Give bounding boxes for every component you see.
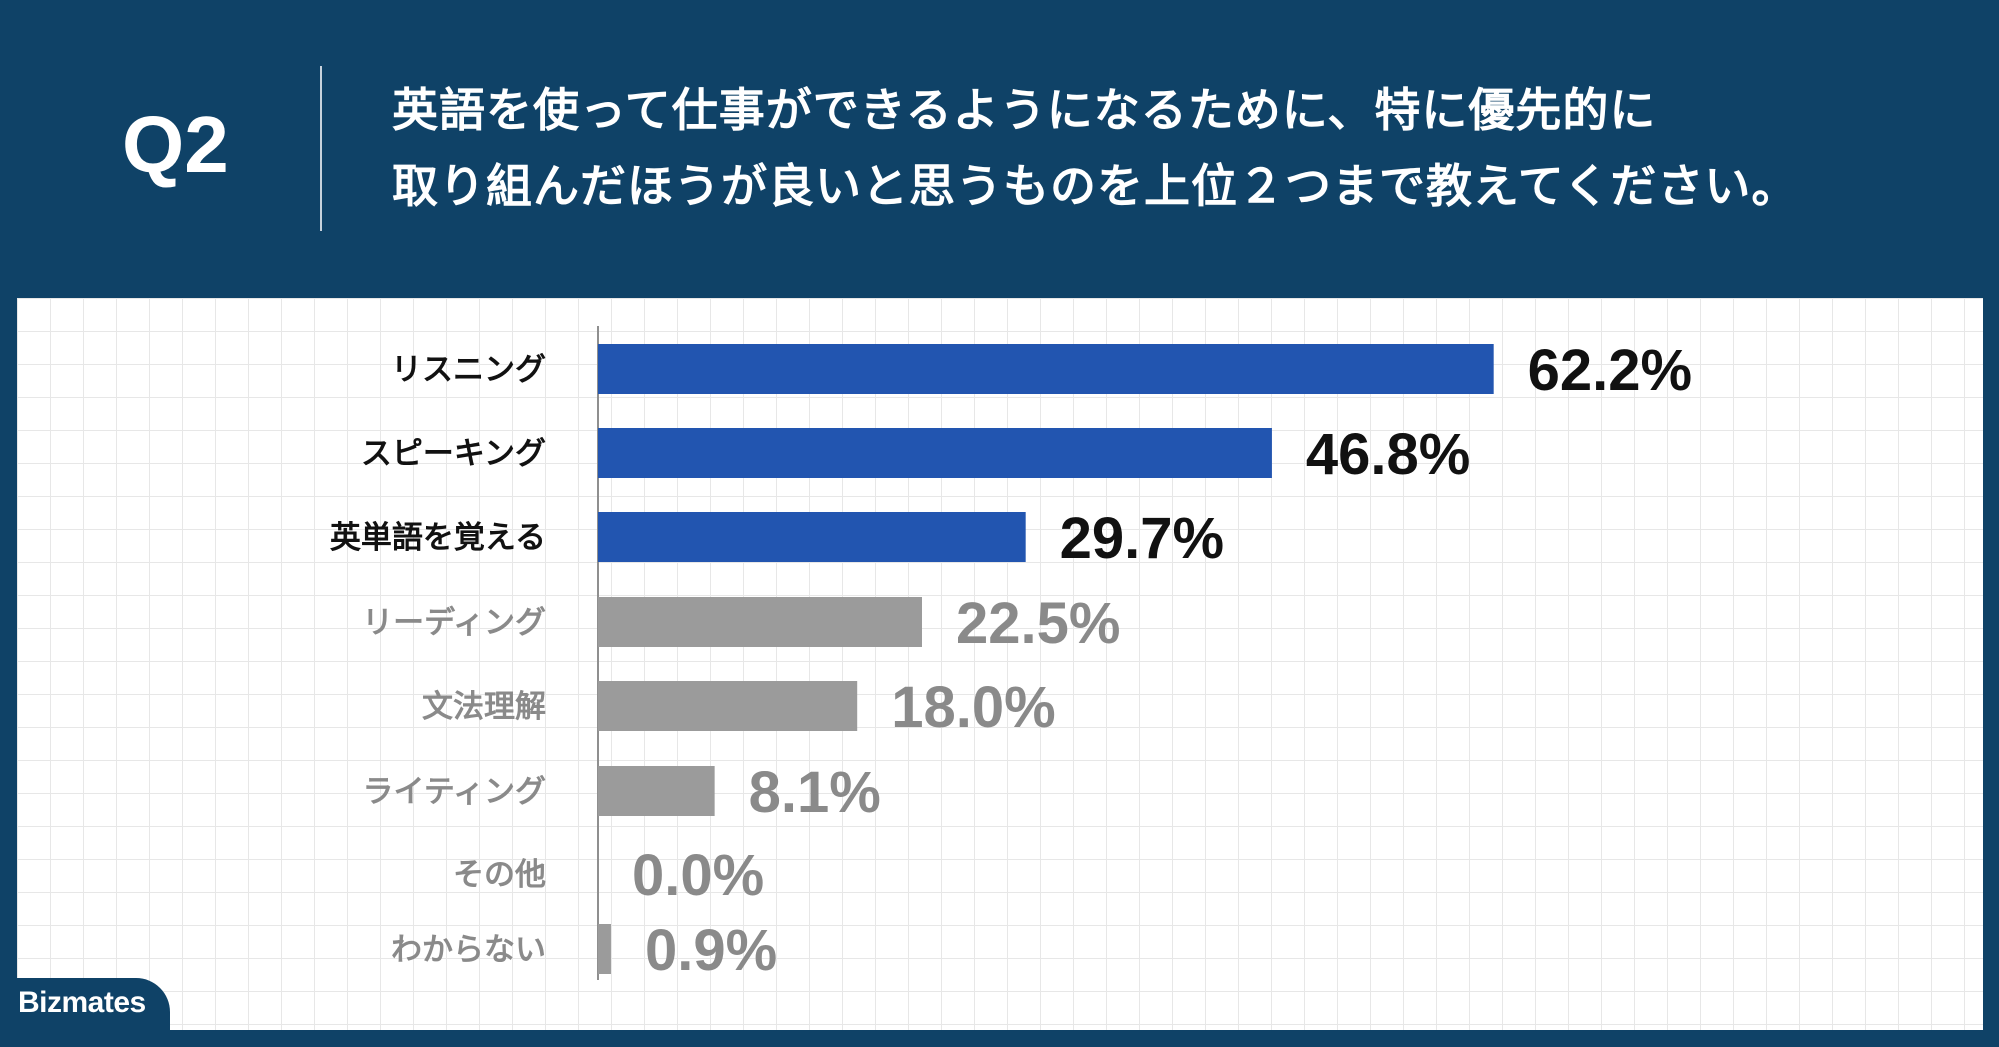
question-number: Q2: [122, 100, 229, 189]
bar: [598, 428, 1272, 478]
bar: [598, 344, 1494, 394]
category-label: 英単語を覚える: [330, 520, 546, 556]
category-label: 文法理解: [422, 689, 546, 725]
category-label: わからない: [391, 932, 546, 968]
bar: [598, 597, 922, 647]
category-label: ライティング: [362, 774, 546, 810]
bar: [598, 512, 1026, 562]
bar: [598, 924, 611, 974]
value-label: 29.7%: [1060, 506, 1224, 571]
category-label: リスニング: [391, 352, 546, 388]
chart-panel: リスニング 62.2% スピーキング 46.8% 英単語を覚える 29.7% リーディング 2…: [17, 298, 1983, 1030]
category-label: スピーキング: [361, 436, 546, 472]
bar: [598, 766, 715, 816]
value-label: 8.1%: [749, 760, 881, 825]
value-label: 0.9%: [645, 918, 777, 983]
bar: [598, 681, 858, 731]
question-line-2: 取り組んだほうが良いと思うものを上位２つまで教えてください。: [392, 159, 1799, 213]
value-label: 22.5%: [956, 591, 1120, 656]
brand-logo: Bizmates: [18, 986, 146, 1019]
value-label: 18.0%: [891, 675, 1055, 740]
header-divider: [320, 66, 322, 231]
value-label: 0.0%: [632, 843, 764, 908]
brand-tab: Bizmates: [0, 978, 170, 1032]
question-text: 英語を使って仕事ができるようになるために、特に優先的に 取り組んだほうが良いと思…: [392, 72, 1952, 224]
header: Q2 英語を使って仕事ができるようになるために、特に優先的に 取り組んだほうが良…: [0, 0, 1999, 298]
category-label: その他: [453, 857, 546, 893]
value-label: 46.8%: [1306, 422, 1470, 487]
category-label: リーディング: [362, 605, 546, 641]
value-label: 62.2%: [1528, 338, 1692, 403]
question-line-1: 英語を使って仕事ができるようになるために、特に優先的に: [392, 83, 1657, 137]
bar-chart: リスニング 62.2% スピーキング 46.8% 英単語を覚える 29.7% リーディング 2…: [330, 326, 1692, 983]
